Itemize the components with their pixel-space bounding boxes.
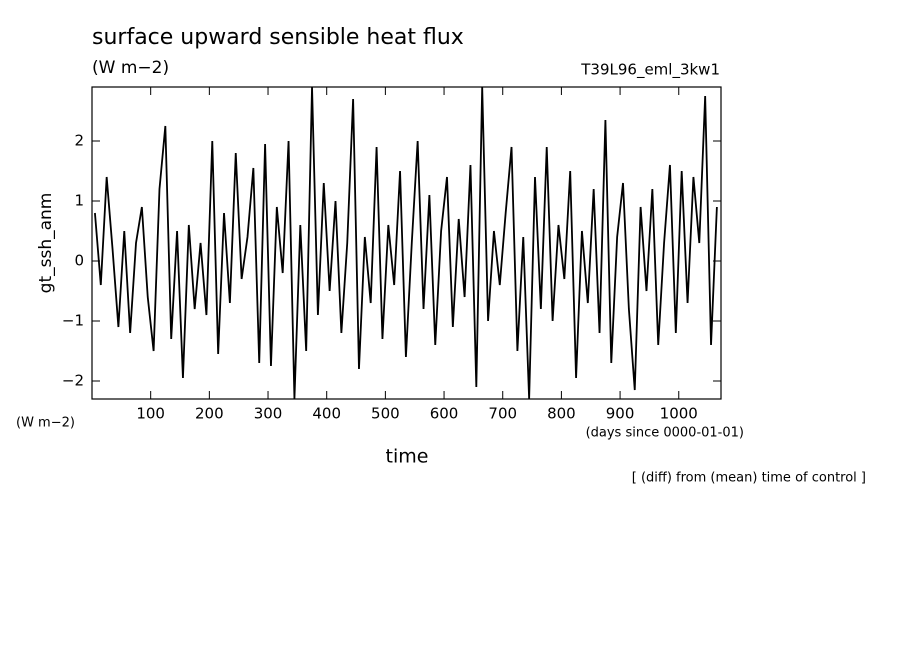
y-tick-label: 2: [74, 132, 84, 150]
y-tick-label: −2: [62, 372, 84, 390]
y-axis-label: gt_ssh_anm: [36, 193, 56, 294]
chart-title: surface upward sensible heat flux: [92, 25, 464, 50]
y-tick-label: 0: [74, 252, 84, 270]
y-unit: (W m−2): [16, 416, 75, 431]
x-unit: (days since 0000-01-01): [586, 426, 744, 441]
y-tick-label: 1: [74, 192, 84, 210]
x-tick-label: 1000: [660, 405, 698, 423]
x-tick-label: 600: [430, 405, 459, 423]
x-tick-label: 800: [547, 405, 576, 423]
x-tick-label: 900: [606, 405, 635, 423]
x-tick-label: 500: [371, 405, 400, 423]
note: [ (diff) from (mean) time of control ]: [632, 471, 866, 486]
y-tick-label: −1: [62, 312, 84, 330]
x-tick-label: 400: [312, 405, 341, 423]
plot-frame: [91, 86, 722, 400]
x-tick-label: 200: [195, 405, 224, 423]
data-line: [94, 86, 718, 400]
run-label: T39L96_eml_3kw1: [580, 61, 720, 80]
chart-subtitle: (W m−2): [92, 58, 169, 78]
x-tick-label: 100: [136, 405, 165, 423]
x-tick-label: 300: [254, 405, 283, 423]
x-axis-label: time: [386, 446, 429, 468]
x-tick-label: 700: [488, 405, 517, 423]
